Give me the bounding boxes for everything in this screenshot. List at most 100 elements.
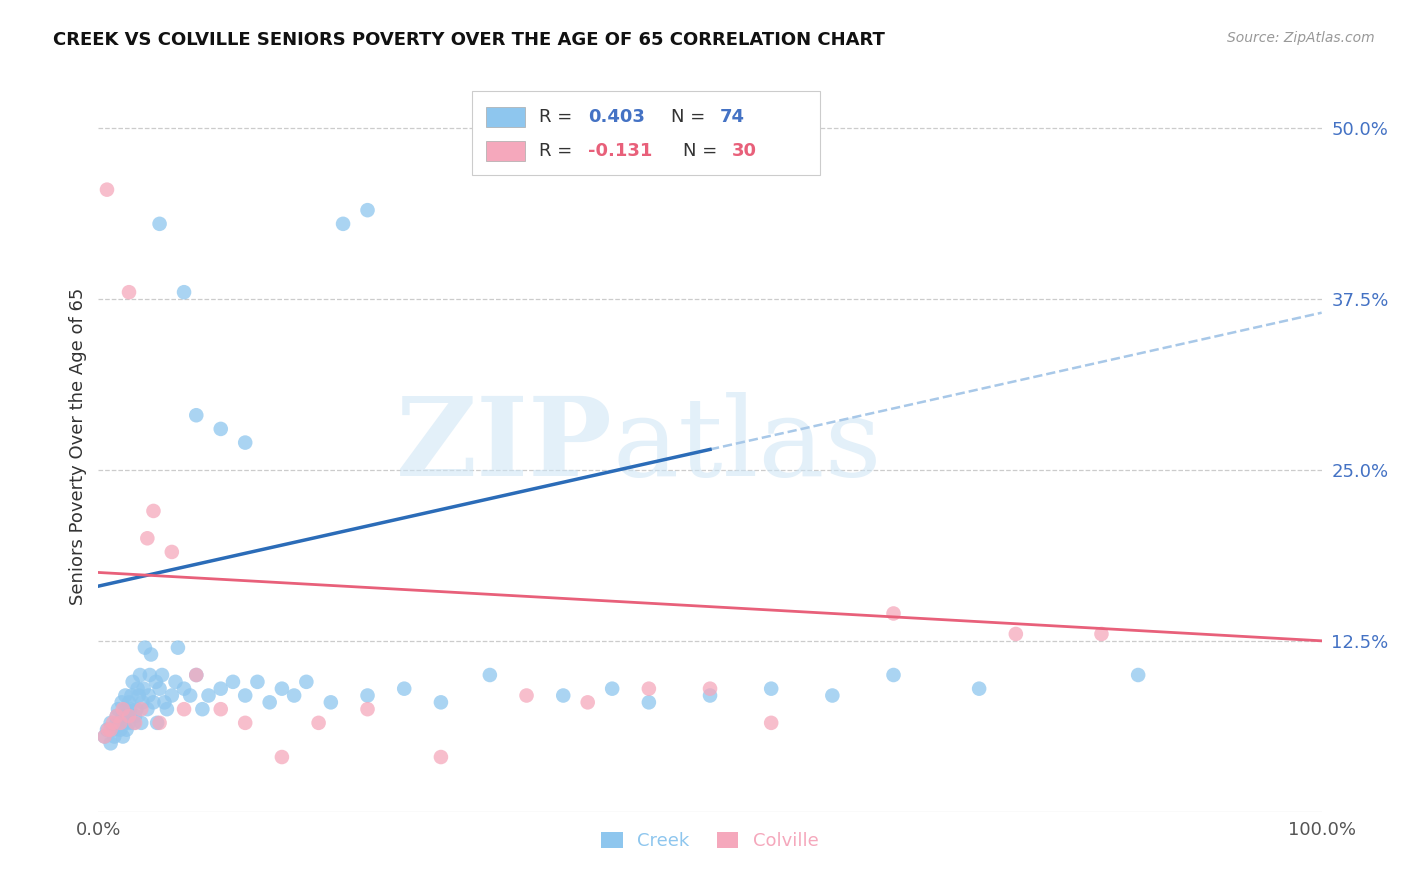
Point	[160, 689, 183, 703]
Legend: Creek, Colville: Creek, Colville	[595, 825, 825, 857]
Point	[111, 702, 134, 716]
Point	[295, 674, 318, 689]
Point	[356, 689, 378, 703]
Point	[308, 715, 330, 730]
Point	[191, 702, 214, 716]
Point	[173, 681, 195, 696]
Point	[118, 285, 141, 300]
Text: N =: N =	[683, 142, 723, 161]
Point	[233, 435, 256, 450]
FancyBboxPatch shape	[471, 91, 820, 176]
Point	[134, 640, 156, 655]
Point	[761, 715, 783, 730]
Point	[761, 681, 783, 696]
Point	[883, 607, 905, 621]
Point	[430, 695, 453, 709]
Point	[576, 695, 599, 709]
Point	[97, 723, 120, 737]
Point	[160, 545, 183, 559]
Point	[332, 217, 354, 231]
Point	[699, 689, 721, 703]
Text: N =: N =	[671, 108, 711, 126]
Point	[103, 730, 125, 744]
Point	[173, 285, 195, 300]
Text: ZIP: ZIP	[395, 392, 612, 500]
Point	[101, 723, 124, 737]
Point	[146, 715, 169, 730]
Point	[478, 668, 501, 682]
Point	[121, 674, 143, 689]
Point	[118, 715, 141, 730]
Point	[96, 183, 118, 197]
Text: Source: ZipAtlas.com: Source: ZipAtlas.com	[1227, 31, 1375, 45]
Point	[149, 715, 172, 730]
Point	[111, 730, 134, 744]
Point	[186, 409, 208, 423]
Point	[127, 681, 149, 696]
Point	[124, 715, 146, 730]
Point	[246, 674, 269, 689]
Point	[356, 203, 378, 218]
Point	[270, 681, 294, 696]
Point	[124, 709, 146, 723]
Point	[131, 695, 153, 709]
Point	[179, 689, 201, 703]
Point	[150, 668, 173, 682]
Y-axis label: Seniors Poverty Over the Age of 65: Seniors Poverty Over the Age of 65	[69, 287, 87, 605]
Point	[139, 648, 162, 662]
Point	[392, 681, 416, 696]
Point	[197, 689, 219, 703]
Point	[209, 422, 232, 436]
Point	[356, 702, 378, 716]
Point	[138, 689, 160, 703]
Point	[96, 723, 118, 737]
Point	[129, 715, 152, 730]
Point	[145, 674, 167, 689]
Point	[118, 709, 141, 723]
Point	[233, 715, 256, 730]
Point	[129, 702, 152, 716]
Text: 30: 30	[733, 142, 756, 161]
Point	[136, 531, 159, 545]
Point	[107, 702, 129, 716]
Point	[100, 736, 122, 750]
Text: 74: 74	[720, 108, 745, 126]
Point	[114, 689, 136, 703]
Point	[186, 668, 208, 682]
Point	[149, 681, 172, 696]
Point	[142, 504, 165, 518]
Point	[111, 709, 134, 723]
Point	[186, 668, 208, 682]
Point	[883, 668, 905, 682]
Point	[699, 681, 721, 696]
Point	[283, 689, 305, 703]
Point	[637, 695, 661, 709]
Point	[233, 689, 256, 703]
Bar	[486, 107, 526, 127]
Point	[125, 702, 148, 716]
Text: CREEK VS COLVILLE SENIORS POVERTY OVER THE AGE OF 65 CORRELATION CHART: CREEK VS COLVILLE SENIORS POVERTY OVER T…	[53, 31, 886, 49]
Bar	[486, 141, 526, 161]
Point	[105, 709, 128, 723]
Point	[600, 681, 623, 696]
Point	[1004, 627, 1026, 641]
Point	[101, 715, 124, 730]
Point	[110, 723, 132, 737]
Point	[967, 681, 990, 696]
Point	[637, 681, 661, 696]
Text: 0.403: 0.403	[588, 108, 644, 126]
Point	[118, 695, 141, 709]
Text: -0.131: -0.131	[588, 142, 652, 161]
Point	[515, 689, 537, 703]
Point	[105, 715, 128, 730]
Point	[1128, 668, 1150, 682]
Text: atlas: atlas	[612, 392, 882, 500]
Point	[142, 695, 165, 709]
Point	[167, 640, 190, 655]
Point	[117, 709, 139, 723]
Point	[93, 730, 115, 744]
Point	[259, 695, 281, 709]
Point	[430, 750, 453, 764]
Point	[270, 750, 294, 764]
Point	[110, 715, 132, 730]
